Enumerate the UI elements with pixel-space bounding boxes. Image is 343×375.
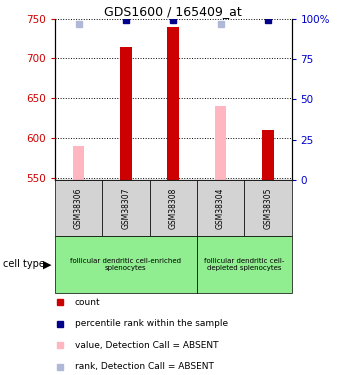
Bar	[197, 236, 292, 292]
Text: GSM38305: GSM38305	[263, 188, 272, 229]
Text: follicular dendritic cell-enriched
splenocytes: follicular dendritic cell-enriched splen…	[70, 258, 181, 271]
Text: value, Detection Call = ABSENT: value, Detection Call = ABSENT	[74, 341, 218, 350]
Bar	[262, 130, 274, 180]
Text: GSM38304: GSM38304	[216, 188, 225, 229]
Text: count: count	[74, 298, 100, 307]
Bar	[102, 180, 150, 236]
Bar	[197, 180, 244, 236]
Text: ▶: ▶	[43, 260, 51, 269]
Title: GDS1600 / 165409_at: GDS1600 / 165409_at	[104, 4, 242, 18]
Text: percentile rank within the sample: percentile rank within the sample	[74, 320, 228, 328]
Bar	[167, 27, 179, 180]
Bar	[150, 180, 197, 236]
Text: follicular dendritic cell-
depleted splenocytes: follicular dendritic cell- depleted sple…	[204, 258, 284, 271]
Bar	[73, 146, 84, 180]
Text: GSM38308: GSM38308	[169, 188, 178, 229]
Bar	[120, 46, 132, 180]
Bar	[244, 180, 292, 236]
Bar	[55, 236, 197, 292]
Text: GSM38306: GSM38306	[74, 188, 83, 229]
Bar	[55, 180, 102, 236]
Text: rank, Detection Call = ABSENT: rank, Detection Call = ABSENT	[74, 362, 213, 371]
Text: GSM38307: GSM38307	[121, 188, 130, 229]
Text: cell type: cell type	[3, 260, 45, 269]
Bar	[215, 106, 226, 180]
